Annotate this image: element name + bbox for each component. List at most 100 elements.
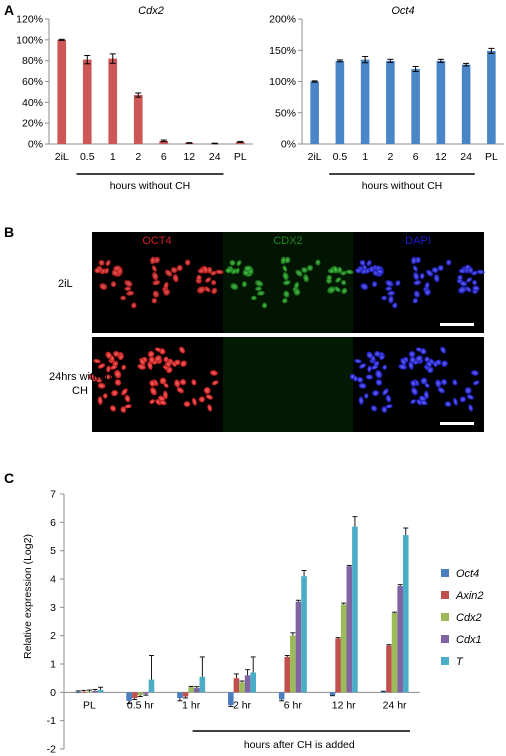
cell-nucleus [179,346,185,354]
cell-nucleus [327,286,336,294]
cell-nucleus [385,404,393,409]
cell-nucleus [210,270,217,276]
cell-nucleus [437,387,445,394]
cell-nucleus [424,356,430,363]
cell-nucleus [207,404,213,412]
legend-label-axin2: Axin2 [455,590,484,602]
expr-bar-oct4 [177,692,183,698]
cell-nucleus [282,265,288,272]
cdx2-bar [108,58,118,145]
cdx2-x-tick-label: 0.5 [80,151,95,163]
cell-nucleus [104,374,112,380]
cell-nucleus [110,364,118,370]
expr-x-tick-label: 12 hr [332,699,356,711]
cell-nucleus [120,406,127,413]
cell-nucleus [152,272,159,281]
expr-y-tick-label: 6 [50,517,56,529]
expr-bar-t [352,526,358,693]
cell-nucleus [437,264,444,272]
cell-nucleus [166,366,173,374]
expr-y-tick-label: 3 [50,602,56,614]
cell-nucleus [256,290,265,296]
cell-nucleus [388,295,394,304]
cell-nucleus [211,287,218,295]
cdx2-y-tick-label: 100% [16,34,43,46]
cell-nucleus [163,288,170,296]
cell-nucleus [124,394,131,403]
oct4-y-tick-label: 0% [281,139,296,151]
legend-swatch-cdx2 [441,613,449,621]
cell-nucleus [326,274,332,281]
cell-nucleus [295,269,303,277]
cell-nucleus [151,265,157,272]
cell-nucleus [97,382,106,389]
cell-nucleus [472,380,480,386]
cell-nucleus [93,359,101,364]
expr-y-axis-label: Relative expression (Log2) [22,534,34,659]
cell-nucleus [367,365,372,373]
cell-nucleus [372,389,380,397]
cell-nucleus [371,405,378,412]
cell-nucleus [211,380,219,386]
cell-nucleus [375,369,383,379]
cell-nucleus [359,259,366,266]
cdx2-y-tick-label: 40% [22,97,43,109]
cdx2-bar [159,140,169,144]
expr-bar-axin2 [335,638,341,693]
oct4-bar [310,81,319,144]
cell-nucleus [126,290,135,296]
cell-nucleus [413,280,422,286]
cell-nucleus [441,360,448,367]
expr-bar-cdx2 [86,691,93,693]
cell-nucleus [340,270,347,276]
cell-nucleus [303,274,309,283]
cell-nucleus [104,267,109,274]
cell-nucleus [203,386,211,395]
cell-nucleus [205,394,213,400]
cell-nucleus [415,347,423,352]
cell-nucleus [191,379,197,386]
cdx2-y-tick-label: 120% [16,14,43,26]
cell-nucleus [457,274,463,281]
cell-nucleus [366,351,373,359]
cell-nucleus [412,265,418,272]
cell-nucleus [163,390,168,400]
cdx2-y-tick-label: 0% [28,139,43,151]
cell-nucleus [335,277,342,283]
cell-nucleus [124,280,133,287]
cell-nucleus [139,357,146,366]
cell-nucleus [374,350,381,357]
cell-nucleus [458,268,466,274]
oct4-y-tick-label: 150% [269,45,296,57]
micro-row-label-24h: 24hrs without CH [49,371,114,397]
cell-nucleus [408,350,416,358]
cell-nucleus [354,359,362,364]
cell-nucleus [110,281,117,288]
micro-col-label-dapi: DAPI [405,235,431,247]
cell-nucleus [315,259,321,266]
cell-nucleus [435,379,442,388]
cell-nucleus [464,386,472,395]
cell-nucleus [440,379,448,386]
cell-nucleus [280,256,287,265]
cell-nucleus [415,355,423,363]
cell-nucleus [113,265,121,272]
cell-nucleus [400,357,407,366]
expr-bar-t [199,676,206,693]
cell-nucleus [368,266,375,273]
cell-nucleus [432,361,438,367]
cell-nucleus [345,269,354,275]
cell-nucleus [476,269,485,275]
cell-nucleus [472,279,478,286]
expr-bar-cdx2 [391,613,398,693]
cell-nucleus [466,277,473,283]
expr-bar-cdx1 [92,690,98,693]
cell-nucleus [225,268,232,274]
cell-nucleus [215,269,224,275]
cell-nucleus [375,268,384,275]
cell-nucleus [364,393,369,399]
cell-nucleus [106,365,111,373]
micro-row-divider [92,333,484,337]
cell-nucleus [381,406,388,413]
